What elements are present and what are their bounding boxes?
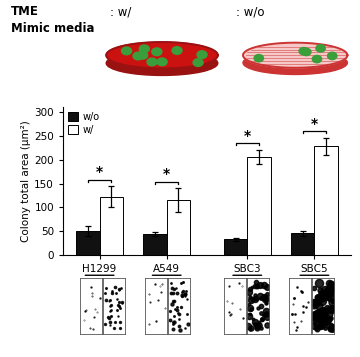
Ellipse shape bbox=[193, 59, 203, 66]
Bar bbox=[314, 146, 338, 255]
Ellipse shape bbox=[147, 58, 157, 66]
Ellipse shape bbox=[106, 51, 218, 75]
Bar bbox=[76, 231, 100, 255]
Text: TME: TME bbox=[11, 5, 39, 18]
Ellipse shape bbox=[172, 47, 182, 54]
Bar bbox=[167, 200, 190, 255]
Text: *: * bbox=[96, 165, 103, 179]
Legend: w/o, w/: w/o, w/ bbox=[68, 112, 100, 135]
Text: *: * bbox=[311, 116, 318, 131]
Text: *: * bbox=[244, 129, 251, 143]
Ellipse shape bbox=[302, 48, 311, 56]
Ellipse shape bbox=[299, 47, 309, 55]
Ellipse shape bbox=[133, 52, 143, 60]
Bar bbox=[291, 233, 314, 255]
Bar bbox=[143, 234, 167, 255]
Text: Mimic media: Mimic media bbox=[11, 22, 94, 35]
Ellipse shape bbox=[316, 45, 325, 52]
Ellipse shape bbox=[243, 51, 347, 75]
Text: : w/: : w/ bbox=[110, 5, 131, 18]
Ellipse shape bbox=[139, 45, 149, 53]
Bar bbox=[100, 197, 123, 255]
Ellipse shape bbox=[243, 43, 347, 68]
Ellipse shape bbox=[157, 58, 167, 66]
Ellipse shape bbox=[254, 55, 264, 62]
Ellipse shape bbox=[122, 47, 131, 55]
Text: : w/o: : w/o bbox=[236, 5, 264, 18]
Y-axis label: Colony total area (μm²): Colony total area (μm²) bbox=[22, 120, 31, 242]
Ellipse shape bbox=[138, 51, 148, 59]
Ellipse shape bbox=[106, 42, 218, 69]
Ellipse shape bbox=[152, 48, 162, 56]
Ellipse shape bbox=[328, 52, 337, 60]
Ellipse shape bbox=[197, 51, 207, 59]
Bar bbox=[224, 240, 247, 255]
Text: *: * bbox=[163, 167, 170, 181]
Ellipse shape bbox=[312, 55, 321, 63]
Bar bbox=[247, 157, 271, 255]
